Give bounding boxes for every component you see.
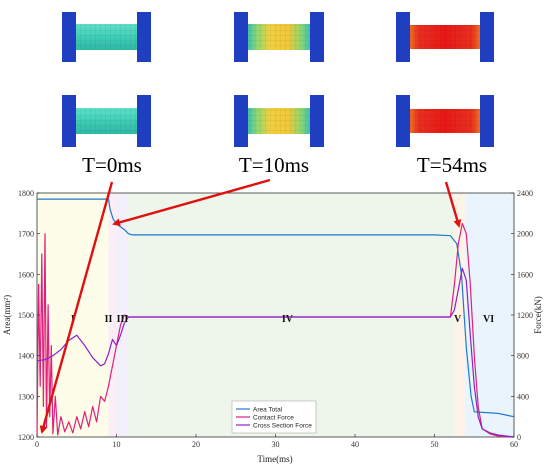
phase-region-v — [454, 193, 465, 437]
series-contact-force — [36, 222, 515, 438]
y-right-tick-label: 0 — [517, 433, 521, 442]
arrow-t54 — [444, 181, 462, 228]
phase-label-ii: II — [105, 314, 113, 325]
x-tick-label: 10 — [113, 440, 121, 449]
y-right-tick-label: 1200 — [517, 311, 533, 320]
y-right-tick-label: 2400 — [517, 189, 533, 198]
y-right-tick-label: 800 — [517, 352, 529, 361]
x-tick-label: 30 — [272, 440, 280, 449]
arrow-t10 — [112, 178, 271, 227]
y-left-tick-label: 1500 — [18, 311, 34, 320]
legend-label-area-total: Area Total — [253, 407, 283, 414]
snapshots — [62, 12, 494, 147]
y-left-tick-label: 1700 — [18, 230, 34, 239]
specimen-t10-bottom — [234, 95, 324, 147]
annotation-arrows — [39, 178, 462, 434]
phase-regions — [37, 193, 514, 437]
x-axis-label: Time(ms) — [257, 454, 292, 464]
phase-label-v: V — [454, 314, 462, 325]
specimen-t0-top — [62, 12, 151, 62]
phase-region-iii — [116, 193, 129, 437]
x-tick-label: 20 — [192, 440, 200, 449]
legend-label-contact-force: Contact Force — [253, 415, 294, 422]
y-right-ticks: 0 400 800 1200 1600 2000 2400 — [511, 189, 533, 442]
specimen-t10-top — [234, 12, 324, 62]
y-right-tick-label: 2000 — [517, 230, 533, 239]
specimen-t54-top — [396, 12, 494, 62]
snapshot-label-t0: T=0ms — [82, 153, 142, 177]
phase-region-iv — [128, 193, 455, 437]
specimen-t0-bottom — [62, 95, 151, 147]
x-tick-label: 0 — [35, 440, 39, 449]
arrow-t0 — [39, 181, 114, 434]
phase-region-ii — [108, 193, 117, 437]
snapshot-label-t10: T=10ms — [239, 153, 309, 177]
legend-label-cross-section-force: Cross Section Force — [253, 423, 312, 430]
phase-region-vi — [464, 193, 514, 437]
y-right-tick-label: 400 — [517, 392, 529, 401]
x-tick-label: 60 — [510, 440, 518, 449]
y-left-tick-label: 1600 — [18, 270, 34, 279]
legend: Area Total Contact Force Cross Section F… — [231, 400, 317, 434]
y-right-tick-label: 1600 — [517, 270, 533, 279]
phase-label-iv: IV — [282, 314, 294, 325]
y-left-tick-label: 1400 — [18, 352, 34, 361]
series-cross-section-force — [36, 267, 515, 438]
phase-label-vi: VI — [483, 314, 494, 325]
y-right-axis-label: Force(kN) — [533, 296, 543, 334]
y-left-axis-label: Area(mm²) — [2, 295, 12, 335]
specimen-t54-bottom — [396, 95, 494, 147]
y-left-tick-label: 1800 — [18, 189, 34, 198]
phase-label-iii: III — [117, 314, 129, 325]
x-tick-label: 40 — [351, 440, 359, 449]
y-left-tick-label: 1200 — [18, 433, 34, 442]
snapshot-label-t54: T=54ms — [417, 153, 487, 177]
y-left-ticks: 1200 1300 1400 1500 1600 1700 1800 — [18, 189, 40, 442]
x-tick-label: 50 — [431, 440, 439, 449]
x-ticks: 0 10 20 30 40 50 60 — [35, 434, 518, 449]
y-left-tick-label: 1300 — [18, 392, 34, 401]
